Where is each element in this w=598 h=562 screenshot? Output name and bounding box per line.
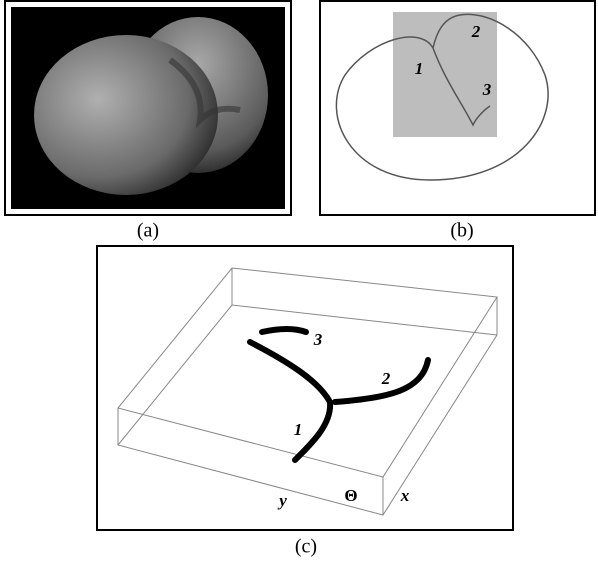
label: 3 bbox=[482, 80, 492, 99]
caption: (b) bbox=[450, 220, 473, 242]
panel-a: (a) bbox=[5, 1, 291, 242]
label: 2 bbox=[381, 369, 391, 388]
label: 1 bbox=[294, 420, 303, 439]
label: 2 bbox=[471, 22, 481, 41]
frame bbox=[97, 246, 513, 530]
label: 3 bbox=[313, 330, 323, 349]
caption: (a) bbox=[137, 220, 159, 242]
bounding-box bbox=[118, 268, 497, 515]
label: 1 bbox=[415, 59, 424, 78]
axis-label: x bbox=[400, 486, 410, 505]
page: (a) 1 2 3 (b) 1 2 3 y Θ x (c) (() => { c… bbox=[0, 0, 598, 562]
fold-curves bbox=[250, 329, 428, 460]
caption: (c) bbox=[295, 536, 317, 558]
figure: (a) 1 2 3 (b) 1 2 3 y Θ x (c) bbox=[0, 0, 598, 562]
panel-b: 1 2 3 (b) bbox=[320, 1, 595, 242]
axis-label: y bbox=[277, 491, 287, 510]
axis-label: Θ bbox=[344, 486, 357, 505]
shape-front bbox=[34, 35, 218, 195]
panel-c: 1 2 3 y Θ x (c) bbox=[97, 246, 513, 558]
